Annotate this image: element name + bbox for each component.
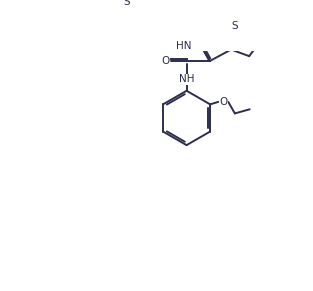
Text: S: S xyxy=(123,0,130,7)
Text: O: O xyxy=(219,97,228,107)
Text: O: O xyxy=(161,56,169,66)
Text: HN: HN xyxy=(176,41,191,51)
Text: NH: NH xyxy=(179,74,194,84)
Text: S: S xyxy=(231,22,238,31)
